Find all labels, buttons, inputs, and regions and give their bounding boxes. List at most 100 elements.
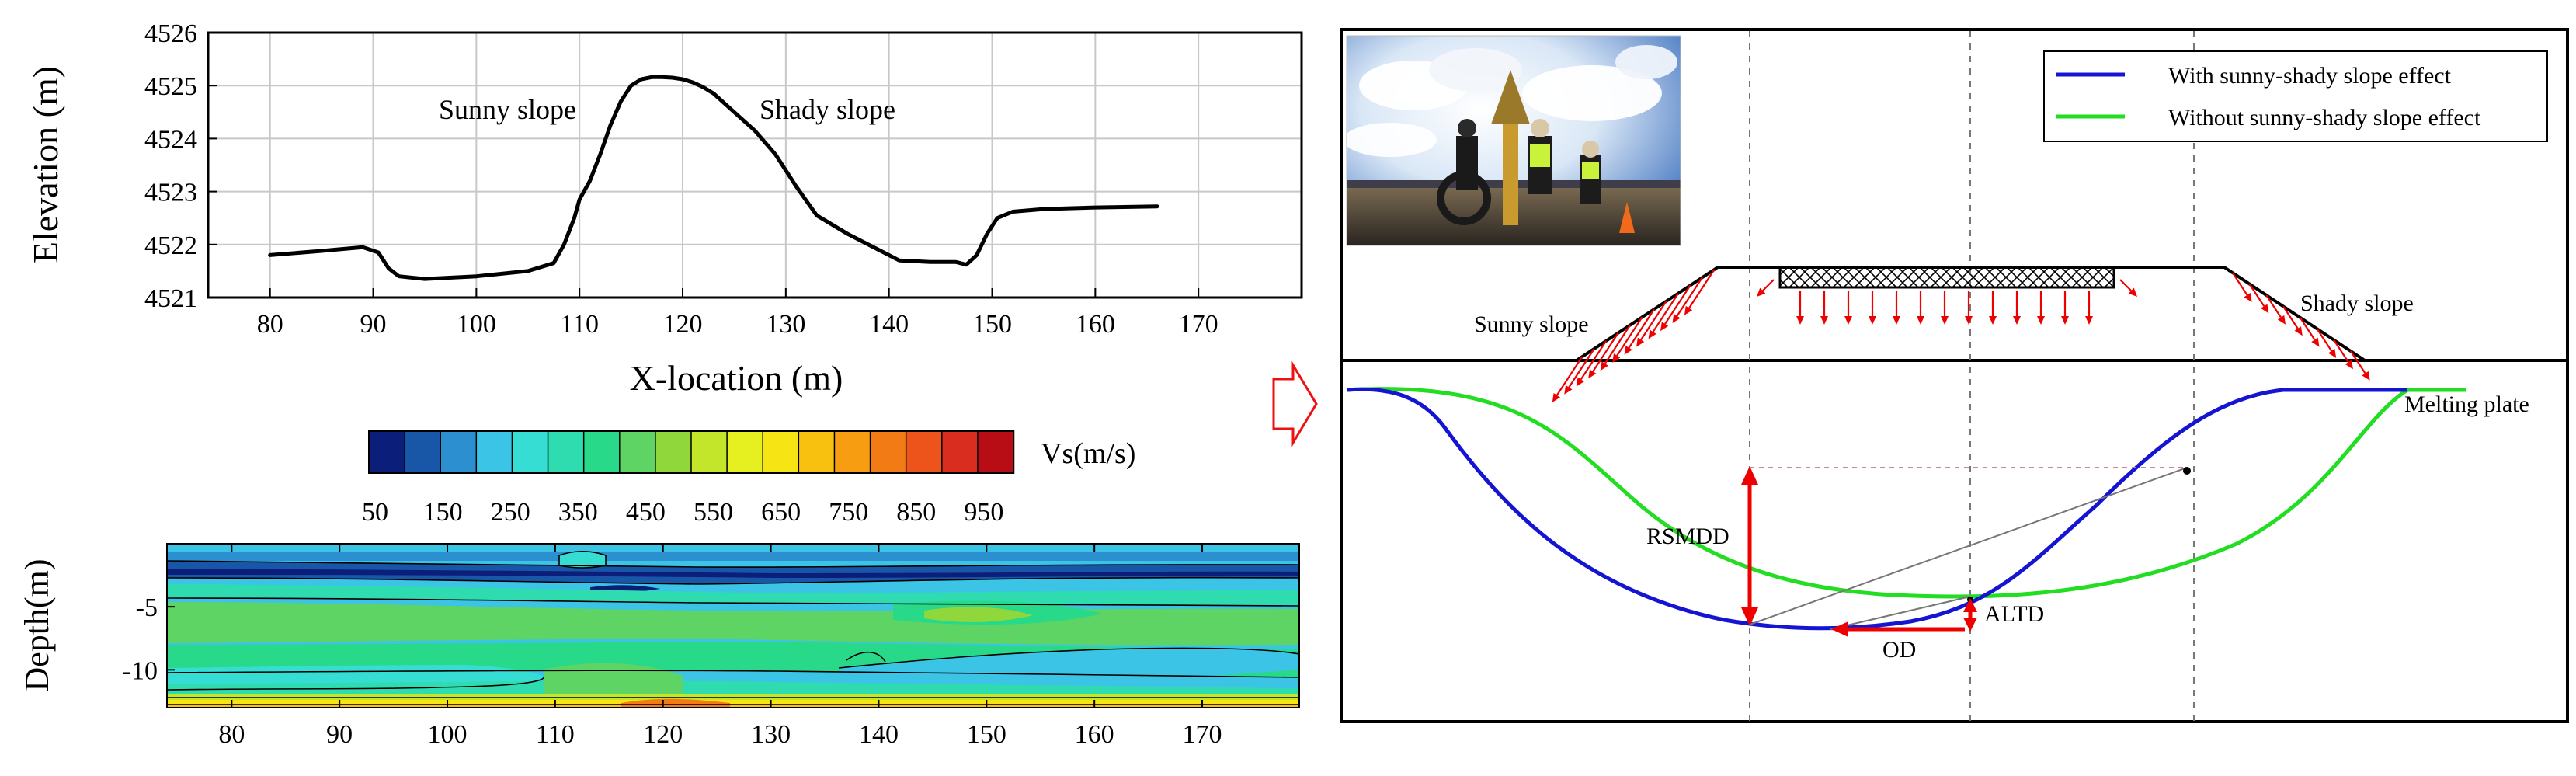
heat-flux-arrow — [1941, 291, 1949, 325]
without-effect-curve — [1347, 387, 2466, 599]
heatmap-x-tick-label: 80 — [218, 720, 245, 749]
colorbar-cell — [690, 430, 728, 474]
colorbar-label: Vs(m/s) — [1041, 437, 1135, 470]
heat-flux-arrow — [1660, 284, 1691, 332]
heat-flux-arrow — [1564, 348, 1595, 395]
with-effect-curve — [1347, 387, 2407, 631]
heat-flux-arrow — [2282, 305, 2303, 336]
elevation-y-tick-label: 4521 — [144, 284, 197, 313]
sunny-slope-annotation: Sunny slope — [439, 94, 576, 125]
heat-flux-arrow — [2231, 272, 2252, 302]
legend-label-without-effect: Without sunny-shady slope effect — [2168, 105, 2481, 130]
elevation-x-tick-label: 80 — [257, 310, 283, 339]
melting-plate-layer — [1778, 266, 2115, 289]
colorbar-cell — [475, 430, 513, 474]
elevation-grid — [208, 32, 1302, 298]
elevation-y-tick-label: 4526 — [144, 19, 197, 48]
velocity-colorbar: 50 150 250 350 450 550 650 750 850 950 Vs(m/s) — [362, 430, 1135, 527]
colorbar-tick-label: 650 — [761, 498, 801, 527]
heat-flux-arrow — [2037, 291, 2045, 325]
colorbar-cell — [368, 430, 406, 474]
elevation-x-tick-label: 90 — [360, 310, 387, 339]
colorbar-cell — [905, 430, 944, 474]
heatmap-x-tick-label: 110 — [536, 720, 575, 749]
heatmap-y-axis-label: Depth(m) — [18, 559, 56, 691]
heat-flux-arrow — [1684, 269, 1716, 315]
heat-flux-arrow — [1989, 291, 1997, 325]
heat-flux-arrow — [1869, 291, 1876, 325]
heat-flux-arrow — [1893, 291, 1900, 325]
elevation-y-tick-label: 4522 — [144, 231, 197, 260]
colorbar-frame — [368, 430, 1014, 474]
heatmap-frame — [166, 543, 1300, 708]
heat-flux-arrow — [1796, 291, 1804, 325]
colorbar-tick-label: 750 — [829, 498, 868, 527]
colorbar-cell — [547, 430, 585, 474]
colorbar-tick-label: 350 — [558, 498, 598, 527]
heat-flux-arrow — [2349, 350, 2370, 381]
heat-flux-arrow — [1965, 291, 1973, 325]
colorbar-cell — [798, 430, 836, 474]
colorbar-cell — [511, 430, 549, 474]
elevation-x-tick-label: 120 — [663, 310, 703, 339]
colorbar-tick-labels: 50 150 250 350 450 550 650 750 850 950 — [362, 498, 1003, 527]
connector-line-upper — [1749, 467, 2188, 625]
heat-flux-arrow — [1600, 324, 1632, 371]
heatmap-x-tick-label: 100 — [428, 720, 468, 749]
colorbar-cell — [762, 430, 800, 474]
heat-flux-arrows — [1552, 269, 2370, 402]
elevation-x-tick-label: 150 — [972, 310, 1012, 339]
elevation-plot-frame — [207, 31, 1303, 299]
heat-flux-arrow — [2265, 294, 2286, 325]
heat-flux-arrow — [2299, 317, 2320, 347]
diagram-shady-slope-label: Shady slope — [2300, 291, 2414, 316]
heatmap-y-tick-label: -5 — [136, 593, 158, 622]
colorbar-cells — [368, 430, 1015, 474]
heat-flux-arrow — [1844, 291, 1852, 325]
heatmap-y-ticks: -5 -10 — [123, 593, 175, 685]
colorbar-tick-label: 950 — [964, 498, 1003, 527]
heat-flux-arrow — [2248, 283, 2269, 314]
melting-plate-label: Melting plate — [2404, 391, 2529, 417]
colorbar-cell — [833, 430, 871, 474]
colorbar-tick-label: 150 — [423, 498, 463, 527]
velocity-heatmap: -5 -10 80 90 100 110 120 130 140 150 160 170 Depth… — [18, 543, 1300, 749]
elevation-x-axis-label: X-location (m) — [630, 358, 843, 398]
heatmap-x-tick-label: 120 — [643, 720, 683, 749]
heatmap-x-tick-label: 90 — [326, 720, 353, 749]
shady-slope-annotation: Shady slope — [760, 94, 895, 125]
colorbar-cell — [726, 430, 764, 474]
heat-flux-arrow — [1917, 291, 1924, 325]
heatmap-x-tick-label: 140 — [859, 720, 899, 749]
elevation-profile-line — [268, 75, 1159, 281]
colorbar-cell — [619, 430, 657, 474]
heat-flux-arrow — [1757, 279, 1775, 297]
diagram-sunny-slope-label: Sunny slope — [1474, 311, 1589, 337]
od-label: OD — [1882, 637, 1916, 663]
elevation-x-tick-label: 160 — [1076, 310, 1115, 339]
heatmap-field — [166, 544, 1300, 708]
elevation-x-tick-label: 130 — [766, 310, 805, 339]
heat-flux-arrow — [1820, 291, 1828, 325]
elevation-x-ticks: 80 90 100 110 120 130 140 150 160 170 — [257, 288, 1218, 339]
heatmap-x-tick-label: 130 — [751, 720, 791, 749]
colorbar-cell — [655, 430, 693, 474]
heatmap-x-tick-label: 150 — [967, 720, 1006, 749]
field-photo — [1344, 35, 1681, 246]
elevation-y-axis-label: Elevation (m) — [26, 66, 65, 263]
colorbar-tick-label: 450 — [626, 498, 666, 527]
altd-label: ALTD — [1984, 601, 2044, 627]
heat-flux-arrow — [1612, 316, 1643, 363]
panel-arrow — [1272, 360, 1318, 447]
elevation-y-tick-label: 4523 — [144, 179, 197, 207]
colorbar-cell — [404, 430, 442, 474]
heat-flux-arrow — [1552, 356, 1583, 402]
diagram-legend: With sunny-shady slope effect Without su… — [2043, 50, 2548, 142]
heat-flux-arrow — [2119, 279, 2137, 297]
colorbar-cell — [977, 430, 1015, 474]
colorbar-cell — [440, 430, 478, 474]
heat-flux-arrow — [1636, 301, 1667, 347]
heat-flux-arrow — [1624, 308, 1656, 355]
rsmdd-label: RSMDD — [1646, 524, 1730, 549]
